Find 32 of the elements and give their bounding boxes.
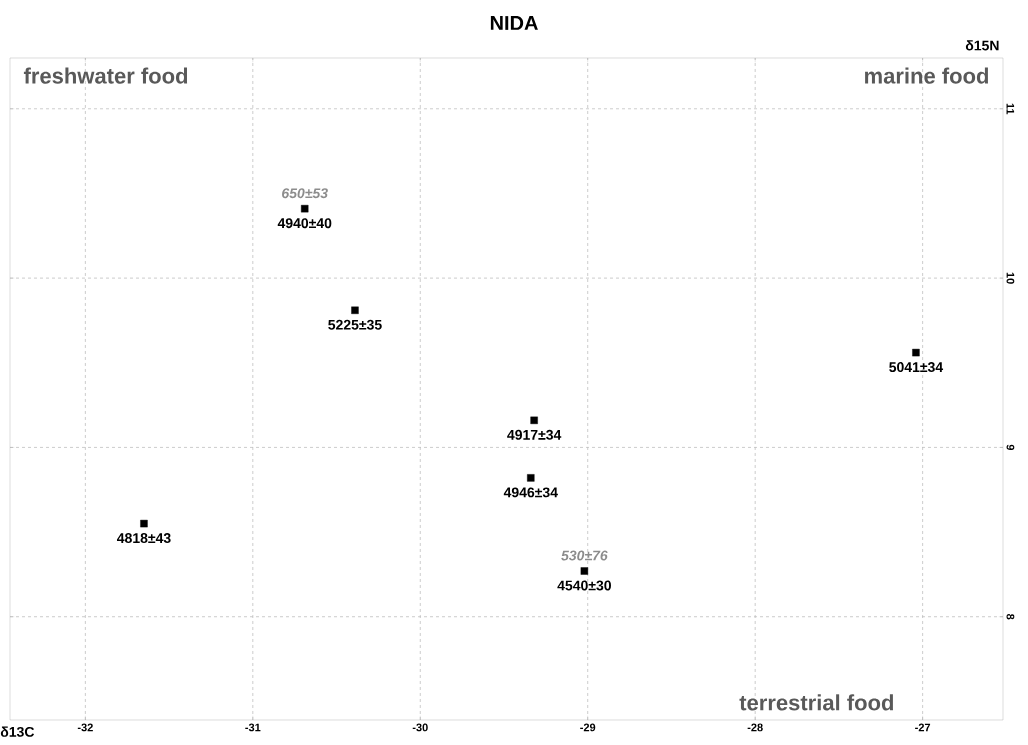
annotation: freshwater food [23, 67, 188, 84]
y-tick-label: 9 [1006, 444, 1015, 451]
point [912, 348, 920, 357]
annotation: 4940±40 [277, 218, 332, 229]
x-tick-label: -28 [747, 723, 763, 732]
annotation: terrestrial food [739, 694, 893, 711]
y-tick-label: 8 [1006, 614, 1015, 620]
annotation: 650±53 [282, 188, 328, 199]
x-axis-title: δ13C [0, 726, 35, 737]
annotation: 4818±43 [116, 533, 171, 544]
y-axis-title: δ15N [965, 40, 999, 51]
annotation: 4540±30 [557, 580, 611, 591]
annotation: marine food [865, 67, 989, 84]
point [580, 567, 589, 575]
point [140, 519, 148, 528]
annotation: 4946±34 [503, 487, 558, 498]
annotation: 5225±35 [328, 319, 382, 330]
x-tick-label: -32 [77, 723, 93, 732]
point [530, 416, 538, 425]
x-tick-label: -27 [915, 723, 931, 732]
x-tick-label: -30 [412, 723, 428, 732]
x-tick-label: -31 [245, 723, 261, 732]
point [351, 306, 359, 314]
annotation: 530±76 [561, 550, 608, 561]
y-tick-label: 10 [1006, 272, 1015, 284]
annotation: 4917±34 [507, 429, 562, 440]
point [301, 204, 309, 213]
y-tick-label: 11 [1006, 103, 1015, 115]
x-tick-label: -29 [580, 723, 596, 732]
chart-title: NIDA [490, 16, 538, 30]
annotation: 5041±34 [889, 362, 944, 373]
point [527, 474, 535, 482]
